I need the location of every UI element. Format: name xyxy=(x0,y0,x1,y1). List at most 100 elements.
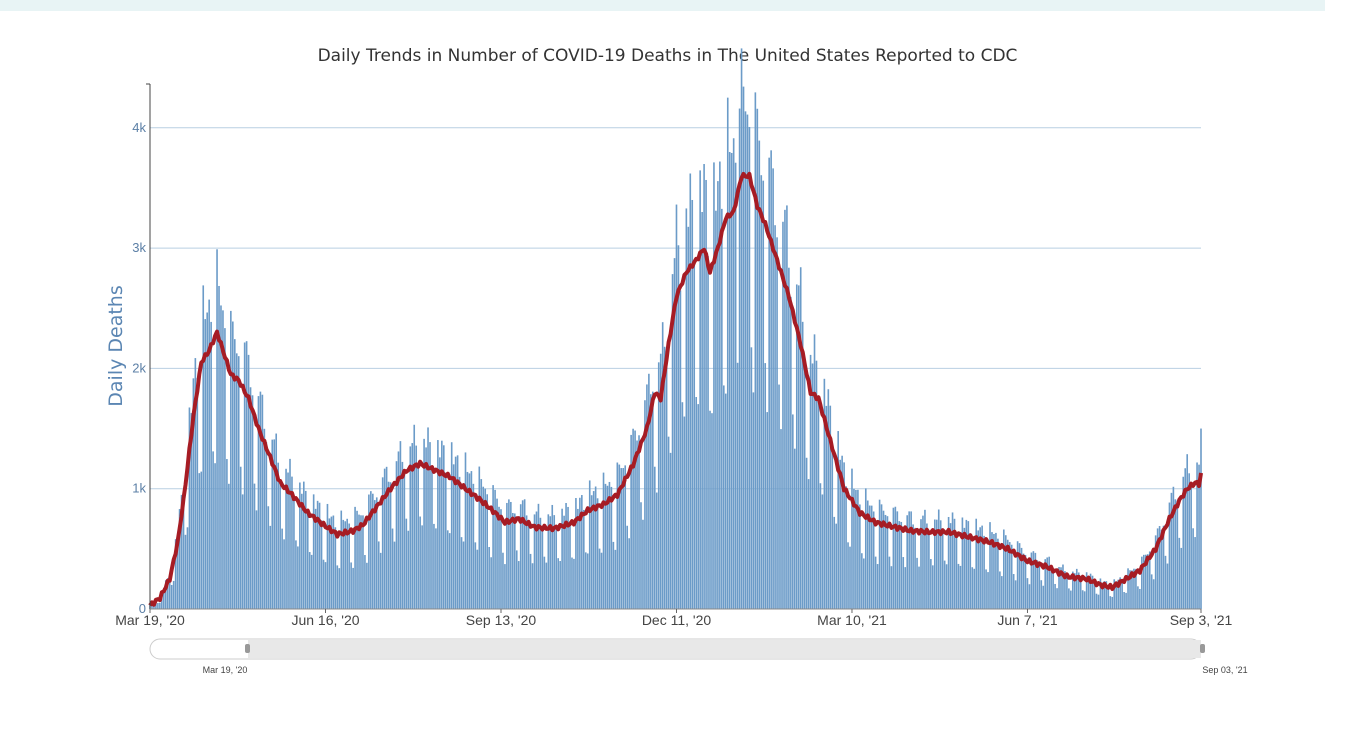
range-slider[interactable]: Mar 19, '20 Sep 03, '21 xyxy=(149,638,1248,675)
daily-bar xyxy=(711,413,713,609)
daily-bar xyxy=(328,518,331,609)
daily-bar xyxy=(673,258,676,609)
daily-bar xyxy=(987,572,989,609)
daily-bar xyxy=(478,466,481,609)
daily-bar xyxy=(752,392,755,609)
daily-bar xyxy=(932,565,934,609)
daily-bar xyxy=(626,525,628,609)
range-slider-selection-end xyxy=(1190,640,1200,658)
daily-bar xyxy=(1060,567,1062,609)
daily-bar xyxy=(947,516,950,609)
daily-bar xyxy=(618,464,621,609)
daily-bar xyxy=(602,472,605,609)
daily-bar xyxy=(638,435,640,609)
daily-bar xyxy=(539,517,542,609)
daily-bar xyxy=(1182,476,1185,609)
daily-bar xyxy=(1024,554,1027,609)
daily-bar xyxy=(963,527,966,609)
daily-bar xyxy=(1196,462,1198,609)
daily-bar xyxy=(655,492,658,609)
daily-bar xyxy=(450,442,453,609)
daily-bar xyxy=(825,405,828,609)
daily-bar xyxy=(395,461,398,609)
daily-bar xyxy=(853,488,855,609)
daily-bar xyxy=(1186,454,1189,609)
daily-bar xyxy=(224,328,226,609)
daily-bar xyxy=(975,518,978,609)
daily-bar xyxy=(1109,596,1112,609)
daily-bar xyxy=(669,452,672,609)
daily-bar xyxy=(559,560,561,609)
daily-bar xyxy=(275,433,278,609)
daily-bar xyxy=(318,502,321,609)
daily-bar xyxy=(208,299,210,609)
daily-bar xyxy=(563,515,565,609)
daily-bar xyxy=(817,400,820,609)
daily-bar xyxy=(790,296,792,609)
daily-bar xyxy=(878,499,881,609)
daily-bar xyxy=(393,541,396,609)
daily-bar xyxy=(435,528,437,609)
daily-bar xyxy=(433,523,435,609)
daily-bar xyxy=(1103,581,1106,609)
daily-bar xyxy=(204,319,207,609)
range-slider-handle-right[interactable] xyxy=(1200,644,1205,653)
daily-bar xyxy=(999,571,1001,609)
daily-bar xyxy=(1176,500,1179,609)
daily-bar xyxy=(541,527,544,609)
daily-bar xyxy=(346,518,348,609)
daily-bar xyxy=(492,485,494,609)
daily-bar xyxy=(667,436,670,609)
daily-bar xyxy=(981,525,983,609)
daily-bar xyxy=(839,459,841,609)
daily-bar xyxy=(285,468,287,609)
daily-bar xyxy=(1016,541,1019,609)
daily-bar xyxy=(216,249,218,610)
daily-bar xyxy=(663,346,666,609)
daily-bar xyxy=(870,505,873,609)
daily-bar xyxy=(977,530,979,609)
daily-bar xyxy=(1158,526,1161,609)
daily-bar xyxy=(515,550,518,609)
daily-bar xyxy=(819,483,822,609)
y-axis-label: Daily Deaths xyxy=(105,285,127,406)
daily-bar xyxy=(859,504,861,609)
daily-bar xyxy=(598,548,601,609)
daily-bar xyxy=(1146,554,1149,609)
daily-bar xyxy=(553,515,556,609)
daily-bar xyxy=(504,564,506,609)
daily-bar xyxy=(1180,547,1183,609)
daily-bar xyxy=(898,521,901,609)
daily-bar xyxy=(807,479,810,609)
daily-bar xyxy=(375,497,378,609)
daily-bar xyxy=(263,428,266,609)
daily-bar xyxy=(295,540,297,609)
daily-bar xyxy=(1141,556,1143,609)
daily-bar xyxy=(366,562,368,609)
daily-bar xyxy=(1001,576,1003,609)
daily-bar xyxy=(417,465,419,609)
daily-bar xyxy=(764,363,767,609)
range-slider-handle-left[interactable] xyxy=(245,644,250,653)
daily-bar xyxy=(206,312,208,609)
daily-bar xyxy=(1075,568,1078,609)
daily-bar xyxy=(723,385,725,609)
daily-bar xyxy=(1107,585,1110,609)
y-tick-label: 2k xyxy=(132,360,146,375)
daily-bar xyxy=(689,173,692,609)
daily-bar xyxy=(168,579,171,609)
daily-bar xyxy=(551,504,554,609)
daily-bar xyxy=(490,557,492,609)
daily-bar xyxy=(517,561,520,609)
daily-bar xyxy=(239,466,242,609)
daily-bar xyxy=(1073,573,1076,609)
daily-bar xyxy=(336,565,339,609)
range-slider-selection[interactable] xyxy=(248,640,1201,658)
daily-bar xyxy=(815,360,818,609)
daily-bar xyxy=(1101,582,1104,609)
daily-bar xyxy=(997,538,999,609)
x-tick-labels: Mar 19, '20 Jun 16, '20 Sep 13, '20 Dec 11,… xyxy=(115,609,1233,628)
daily-bar xyxy=(1070,590,1072,609)
daily-bar xyxy=(210,321,212,609)
